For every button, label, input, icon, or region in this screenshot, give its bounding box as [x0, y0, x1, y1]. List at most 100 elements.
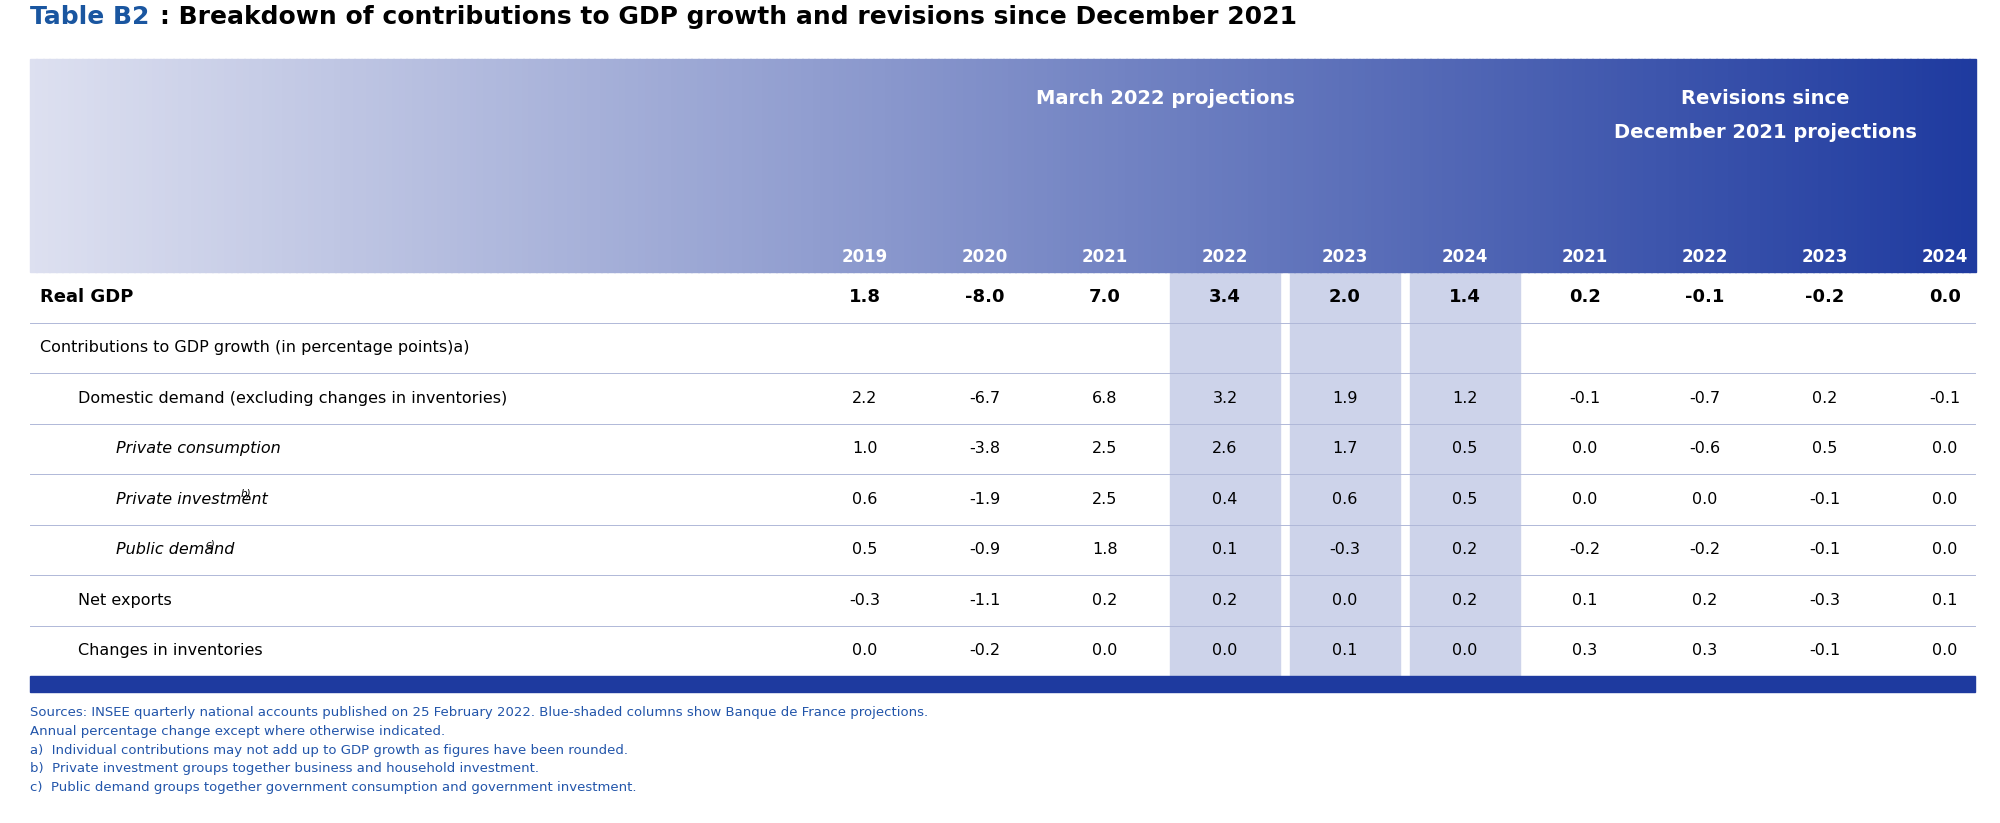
Text: -0.1: -0.1: [1810, 644, 1840, 658]
Bar: [1456, 59, 1464, 272]
Bar: [1398, 59, 1406, 272]
Bar: [1346, 59, 1354, 272]
Bar: [594, 59, 602, 272]
Bar: [588, 59, 596, 272]
Text: 1.2: 1.2: [1452, 391, 1478, 406]
Bar: [1774, 59, 1782, 272]
Text: 0.6: 0.6: [852, 492, 878, 507]
Text: Real GDP: Real GDP: [40, 289, 134, 306]
Bar: [1288, 59, 1296, 272]
Text: 1.8: 1.8: [1092, 542, 1118, 557]
Bar: [1950, 59, 1956, 272]
Bar: [348, 59, 356, 272]
Bar: [470, 59, 478, 272]
Bar: [1430, 59, 1438, 272]
Bar: [1034, 59, 1042, 272]
Text: 2020: 2020: [962, 249, 1008, 267]
Text: 0.3: 0.3: [1572, 644, 1598, 658]
Bar: [1256, 59, 1262, 272]
Text: December 2021 projections: December 2021 projections: [1614, 123, 1916, 142]
Bar: [1340, 59, 1348, 272]
Text: 0.0: 0.0: [1572, 492, 1598, 507]
Text: 0.5: 0.5: [1452, 441, 1478, 457]
Text: 0.1: 0.1: [1572, 593, 1598, 608]
Text: -0.1: -0.1: [1686, 289, 1724, 306]
Bar: [1418, 59, 1424, 272]
Bar: [1676, 59, 1684, 272]
Text: c)  Public demand groups together government consumption and government investme: c) Public demand groups together governm…: [30, 781, 636, 794]
Bar: [1190, 59, 1198, 272]
Bar: [776, 59, 784, 272]
Text: -0.1: -0.1: [1810, 492, 1840, 507]
Bar: [736, 59, 744, 272]
Bar: [380, 59, 388, 272]
Bar: [88, 59, 96, 272]
Bar: [1872, 59, 1878, 272]
Bar: [1126, 59, 1134, 272]
Text: Sources: INSEE quarterly national accounts published on 25 February 2022. Blue-s: Sources: INSEE quarterly national accoun…: [30, 706, 928, 719]
Bar: [1048, 59, 1056, 272]
Bar: [1702, 59, 1710, 272]
Bar: [1236, 59, 1244, 272]
Bar: [1624, 59, 1632, 272]
Bar: [1404, 59, 1412, 272]
Text: Contributions to GDP growth (in percentage points)a): Contributions to GDP growth (in percenta…: [40, 341, 470, 356]
Bar: [536, 59, 544, 272]
Bar: [1762, 59, 1768, 272]
Bar: [1138, 59, 1146, 272]
Text: 2021: 2021: [1082, 249, 1128, 267]
Bar: [892, 59, 900, 272]
Bar: [614, 59, 620, 272]
Bar: [192, 59, 200, 272]
Bar: [898, 59, 906, 272]
Text: 2023: 2023: [1802, 249, 1848, 267]
Bar: [82, 59, 90, 272]
Bar: [698, 59, 706, 272]
Bar: [1496, 59, 1502, 272]
Bar: [496, 59, 504, 272]
Bar: [1658, 59, 1664, 272]
Bar: [458, 59, 466, 272]
Bar: [1158, 59, 1166, 272]
Text: 2.0: 2.0: [1330, 289, 1360, 306]
Bar: [880, 59, 886, 272]
Bar: [360, 59, 368, 272]
Bar: [996, 59, 1004, 272]
Text: -1.9: -1.9: [970, 492, 1000, 507]
Bar: [652, 59, 660, 272]
Bar: [1392, 59, 1398, 272]
Bar: [1372, 59, 1380, 272]
Bar: [1644, 59, 1652, 272]
Bar: [1942, 59, 1950, 272]
Bar: [464, 59, 472, 272]
Bar: [1080, 59, 1088, 272]
Bar: [1314, 59, 1322, 272]
Bar: [172, 59, 180, 272]
Bar: [256, 59, 264, 272]
Bar: [912, 59, 920, 272]
Bar: [744, 59, 750, 272]
Bar: [620, 59, 628, 272]
Bar: [1858, 59, 1866, 272]
Bar: [730, 59, 738, 272]
Bar: [796, 59, 802, 272]
Bar: [146, 59, 154, 272]
Bar: [328, 59, 336, 272]
Bar: [108, 59, 116, 272]
Bar: [608, 59, 614, 272]
Bar: [548, 59, 556, 272]
Text: 1.9: 1.9: [1332, 391, 1358, 406]
Bar: [1560, 59, 1568, 272]
Text: -0.1: -0.1: [1810, 542, 1840, 557]
Bar: [906, 59, 912, 272]
Bar: [1164, 59, 1172, 272]
Bar: [1100, 59, 1108, 272]
Text: 2.2: 2.2: [852, 391, 878, 406]
Bar: [762, 59, 770, 272]
Text: 3.4: 3.4: [1210, 289, 1240, 306]
Bar: [1112, 59, 1120, 272]
Text: 0.0: 0.0: [1452, 644, 1478, 658]
Bar: [646, 59, 654, 272]
Bar: [334, 59, 342, 272]
Bar: [140, 59, 148, 272]
